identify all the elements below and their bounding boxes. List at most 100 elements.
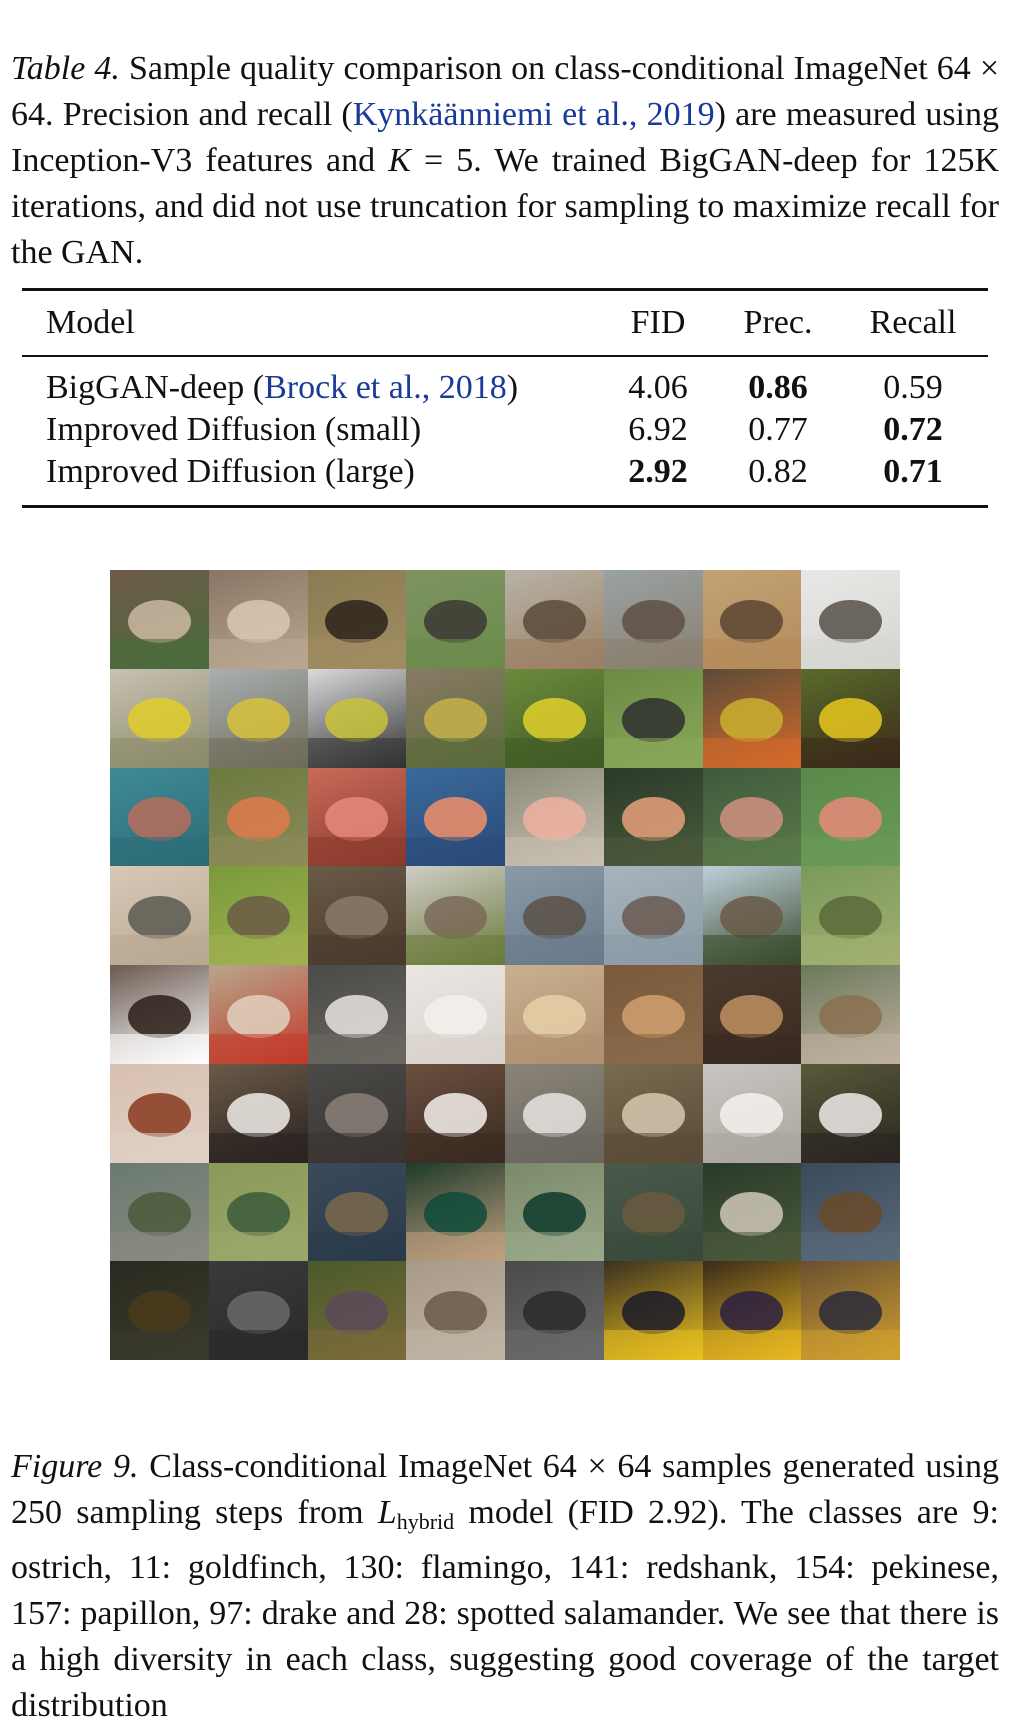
sample-image	[801, 965, 900, 1064]
k-variable: K	[388, 142, 411, 179]
sample-image	[801, 668, 900, 768]
sample-image	[505, 668, 604, 768]
figure-label: Figure 9.	[11, 1448, 139, 1485]
sample-image	[801, 570, 900, 669]
sample-image	[110, 570, 209, 669]
figure-caption-text-1: Class-conditional ImageNet 64 × 64 sampl…	[11, 1448, 1000, 1531]
sample-image	[110, 1261, 209, 1360]
table-caption-text-3: = 5. We trained BigGAN-deep for 125K ite…	[11, 142, 999, 271]
header-recall: Recall	[869, 304, 957, 341]
recall-cell: 0.71	[883, 453, 943, 490]
sample-image	[801, 866, 900, 965]
sample-image	[505, 1162, 604, 1262]
sample-image	[603, 965, 703, 1064]
sample-image	[603, 866, 703, 965]
model-name: BigGAN-deep (	[46, 369, 265, 406]
sample-image	[702, 1162, 802, 1262]
table-label: Table 4.	[11, 50, 120, 87]
sample-image	[406, 1261, 505, 1360]
sample-image	[702, 1261, 802, 1360]
l-variable: L	[377, 1494, 397, 1531]
sample-image	[702, 668, 802, 768]
sample-image	[110, 668, 209, 768]
table-caption-text-1: Sample quality comparison on class-condi…	[11, 50, 999, 133]
sample-image	[208, 1063, 308, 1163]
table-row: Improved Diffusion (large) 2.92 0.82 0.7…	[22, 451, 988, 507]
sample-image	[208, 1162, 308, 1262]
figure-caption: Figure 9. Class-conditional ImageNet 64 …	[11, 1444, 999, 1729]
sample-image	[307, 965, 407, 1064]
sample-image	[307, 1063, 407, 1163]
table-header-row: Model FID Prec. Recall	[22, 289, 988, 356]
model-cell: Improved Diffusion (large)	[46, 453, 415, 490]
sample-image	[406, 668, 505, 768]
fid-cell: 2.92	[628, 453, 688, 490]
sample-image	[406, 866, 505, 965]
sample-image	[406, 965, 505, 1064]
prec-cell: 0.77	[748, 411, 808, 448]
l-hybrid-symbol: Lhybrid	[377, 1494, 455, 1534]
sample-image-grid	[110, 570, 900, 1360]
sample-image	[110, 1162, 209, 1262]
citation-brock[interactable]: Brock et al., 2018	[264, 369, 507, 406]
sample-image	[208, 570, 308, 669]
sample-image	[208, 866, 308, 965]
sample-image	[702, 767, 802, 867]
sample-image	[307, 1162, 407, 1262]
sample-image	[702, 965, 802, 1064]
table-caption: Table 4. Sample quality comparison on cl…	[11, 46, 999, 276]
sample-image	[801, 767, 900, 867]
prec-cell: 0.82	[748, 453, 808, 490]
sample-image	[505, 965, 604, 1064]
sample-image	[307, 570, 407, 669]
sample-image	[702, 866, 802, 965]
sample-image	[208, 668, 308, 768]
sample-image	[110, 767, 209, 867]
header-prec: Prec.	[743, 304, 813, 341]
header-fid: FID	[630, 304, 686, 341]
table-row: BigGAN-deep (Brock et al., 2018) 4.06 0.…	[22, 356, 988, 409]
sample-image	[801, 1063, 900, 1163]
sample-image	[208, 1261, 308, 1360]
sample-image	[110, 1063, 209, 1163]
sample-image	[406, 1162, 505, 1262]
sample-image	[603, 767, 703, 867]
header-model: Model	[46, 304, 135, 341]
l-subscript: hybrid	[396, 1509, 455, 1534]
recall-cell: 0.72	[883, 411, 943, 448]
recall-cell: 0.59	[883, 369, 943, 406]
sample-image	[505, 570, 604, 669]
sample-image	[307, 668, 407, 768]
sample-image	[110, 965, 209, 1064]
sample-image	[801, 1162, 900, 1262]
sample-image	[406, 1063, 505, 1163]
sample-image	[603, 1162, 703, 1262]
model-suffix: )	[506, 369, 519, 406]
model-cell: BigGAN-deep (Brock et al., 2018)	[22, 356, 598, 409]
fid-cell: 6.92	[628, 411, 688, 448]
table-row: Improved Diffusion (small) 6.92 0.77 0.7…	[22, 409, 988, 451]
sample-image	[505, 1261, 604, 1360]
sample-image	[208, 767, 308, 867]
sample-image	[603, 1261, 703, 1360]
sample-image	[406, 767, 505, 867]
citation-kynkaanniemi[interactable]: Kynkäänniemi et al., 2019	[352, 96, 715, 133]
sample-image	[307, 1261, 407, 1360]
results-table: Model FID Prec. Recall BigGAN-deep (Broc…	[22, 288, 988, 508]
model-cell: Improved Diffusion (small)	[46, 411, 422, 448]
sample-image	[702, 1063, 802, 1163]
sample-image	[110, 866, 209, 965]
sample-image	[603, 668, 703, 768]
sample-image	[801, 1261, 900, 1360]
sample-image	[505, 866, 604, 965]
prec-cell: 0.86	[748, 369, 808, 406]
fid-cell: 4.06	[628, 369, 688, 406]
sample-image	[702, 570, 802, 669]
sample-image	[307, 767, 407, 867]
sample-image	[603, 1063, 703, 1163]
table-caption-text-2: ) are measured using Inception-V3 featur…	[11, 96, 999, 179]
sample-image	[307, 866, 407, 965]
sample-image	[505, 767, 604, 867]
sample-image	[603, 570, 703, 669]
sample-image	[208, 965, 308, 1064]
